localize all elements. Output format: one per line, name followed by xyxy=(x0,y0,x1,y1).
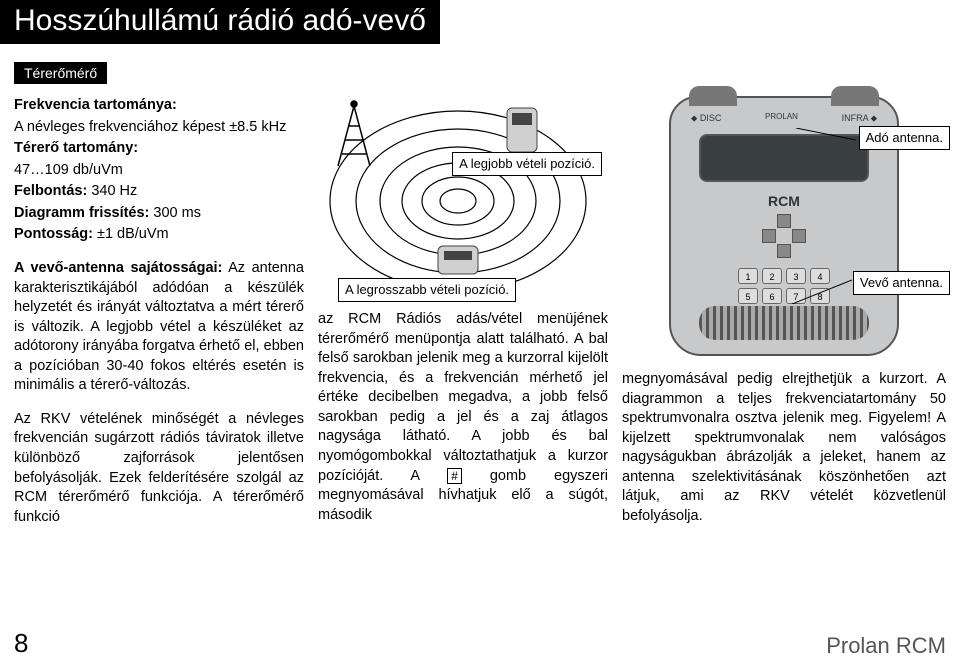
antenna-section: A vevő-antenna sajátosságai: Az antenna … xyxy=(14,259,304,396)
spec-list: Frekvencia tartománya: A névleges frekve… xyxy=(14,96,304,245)
page-title: Hosszúhullámú rádió adó-vevő xyxy=(0,0,440,44)
rx-leader-line xyxy=(792,278,852,304)
spec-res-value: 340 Hz xyxy=(87,183,137,199)
hash-icon: # xyxy=(447,468,462,484)
device-speaker xyxy=(699,306,869,340)
antenna-heading: A vevő-antenna sajátosságai: xyxy=(14,260,222,276)
antenna-body: Az antenna karakterisztikájából adódóan … xyxy=(14,260,304,393)
spec-range-label: Térerő tartomány: xyxy=(14,140,138,156)
device-dpad xyxy=(762,214,806,258)
col2-body-text: az RCM Rádiós adás/vétel menüjének térer… xyxy=(318,311,608,484)
tx-leader-line xyxy=(796,128,856,146)
wave-svg xyxy=(318,96,598,296)
col2-body: az RCM Rádiós adás/vétel menüjének térer… xyxy=(318,310,608,525)
content-columns: Frekvencia tartománya: A névleges frekve… xyxy=(14,96,946,637)
spec-acc-value: ±1 dB/uVm xyxy=(93,226,169,242)
device-top-mid: PROLAN xyxy=(765,112,798,124)
footer-brand: Prolan RCM xyxy=(826,633,946,659)
spec-acc-label: Pontosság: xyxy=(14,226,93,242)
spec-freq-label: Frekvencia tartománya: xyxy=(14,97,177,113)
spec-refresh-value: 300 ms xyxy=(149,205,201,221)
col3-body: megnyomásával pedig elrejthetjük a kurzo… xyxy=(622,370,946,527)
tx-antenna-callout: Adó antenna. xyxy=(859,126,950,150)
device-rcm-label: RCM xyxy=(671,192,897,211)
radio-wave-diagram: A legjobb vételi pozíció. A legrosszabb … xyxy=(318,96,598,296)
rx-antenna-callout: Vevő antenna. xyxy=(853,271,950,295)
column-1: Frekvencia tartománya: A névleges frekve… xyxy=(14,96,304,637)
spec-range-value: 47…109 db/uVm xyxy=(14,161,304,181)
device-top-left: ⬥ DISC xyxy=(691,112,721,124)
best-position-callout: A legjobb vételi pozíció. xyxy=(452,152,602,176)
page-number: 8 xyxy=(14,628,28,659)
spec-res-label: Felbontás: xyxy=(14,183,87,199)
worst-position-callout: A legrosszabb vételi pozíció. xyxy=(338,278,516,302)
spec-refresh-label: Diagramm frissítés: xyxy=(14,205,149,221)
col1-para2: Az RKV vételének minőségét a névleges fr… xyxy=(14,410,304,527)
device-top-right: INFRA ⬥ xyxy=(842,112,877,124)
section-badge: Térerőmérő xyxy=(14,62,107,84)
spec-freq-detail: A névleges frekvenciához képest ±8.5 kHz xyxy=(14,118,304,138)
column-3: ⬥ DISC PROLAN INFRA ⬥ RCM 1234 5678 Adó … xyxy=(622,96,946,637)
column-2: A legjobb vételi pozíció. A legrosszabb … xyxy=(318,96,608,637)
